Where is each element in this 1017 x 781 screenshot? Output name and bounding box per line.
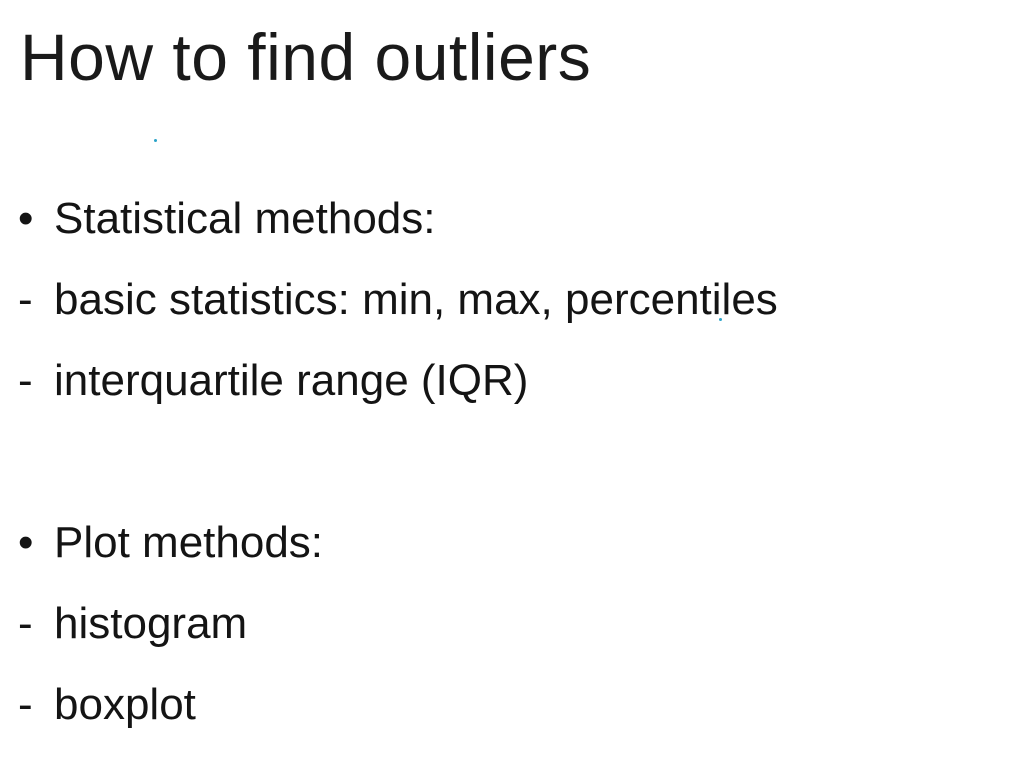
bullet-marker: • xyxy=(18,194,34,243)
list-item-text: histogram xyxy=(54,599,248,648)
cursor-dot xyxy=(154,139,157,142)
bullet-marker: • xyxy=(18,518,34,567)
dash-marker: - xyxy=(18,356,33,405)
cursor-dot xyxy=(719,318,722,321)
list-item-text: Statistical methods: xyxy=(54,194,436,243)
list-item-text: basic statistics: min, max, percentiles xyxy=(54,275,778,324)
slide-title: How to find outliers xyxy=(20,20,592,94)
list-item-text: interquartile range (IQR) xyxy=(54,356,529,405)
list-item-text: Plot methods: xyxy=(54,518,324,567)
dash-marker: - xyxy=(18,680,33,729)
dash-marker: - xyxy=(18,599,33,648)
dash-marker: - xyxy=(18,275,33,324)
list-item-text: boxplot xyxy=(54,680,196,729)
